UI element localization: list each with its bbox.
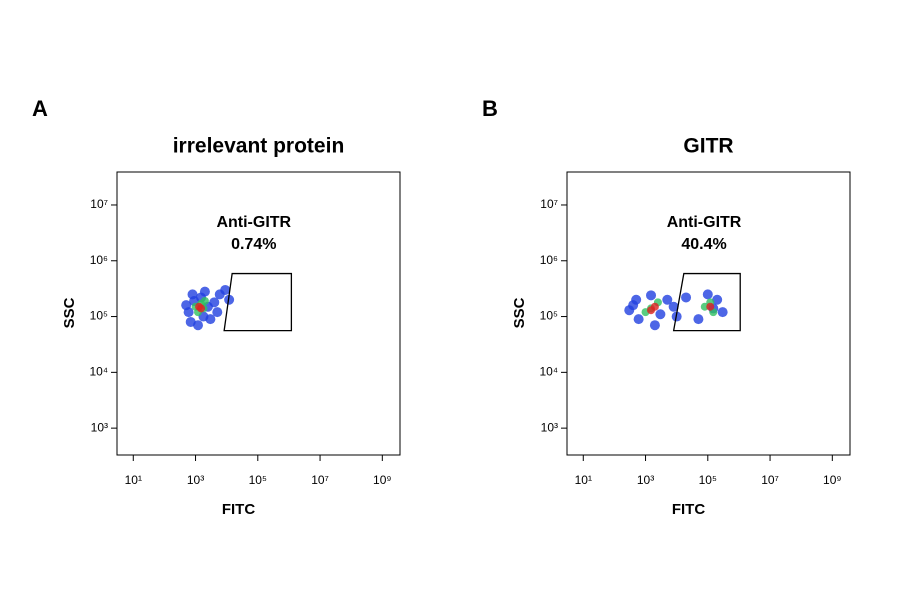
event-dot xyxy=(649,320,660,331)
event-dot xyxy=(209,297,220,308)
gate-name: Anti-GITR xyxy=(216,214,291,231)
event-dot xyxy=(700,302,709,311)
x-tick-label: 10⁵ xyxy=(699,473,717,487)
x-tick-label: 10⁷ xyxy=(311,473,329,487)
x-tick-label: 10¹ xyxy=(575,473,592,487)
y-tick-label: 10³ xyxy=(541,420,558,434)
chart-title: GITR xyxy=(683,135,733,158)
gate xyxy=(223,272,293,332)
event-dot xyxy=(655,309,666,320)
panel-label: A xyxy=(32,96,48,121)
y-axis-label: SSC xyxy=(61,297,78,328)
x-axis-label: FITC xyxy=(222,501,255,518)
chart-title: irrelevant protein xyxy=(173,135,345,158)
event-dot xyxy=(220,284,231,295)
y-tick-label: 10⁵ xyxy=(90,309,108,323)
x-tick-label: 10⁵ xyxy=(249,473,267,487)
event-dot xyxy=(681,292,692,303)
y-tick-label: 10⁴ xyxy=(539,365,558,379)
y-tick-label: 10³ xyxy=(91,420,108,434)
event-dot xyxy=(693,314,704,325)
gate xyxy=(672,272,741,332)
event-dot xyxy=(628,300,639,311)
plot-frame xyxy=(116,171,401,456)
panel-label: B xyxy=(482,96,498,121)
y-tick-label: 10⁶ xyxy=(90,253,108,267)
event-dot xyxy=(224,294,235,305)
x-tick-label: 10¹ xyxy=(125,473,142,487)
event-dot xyxy=(633,314,644,325)
gate-name: Anti-GITR xyxy=(667,214,742,231)
event-dot xyxy=(185,316,196,327)
x-tick-label: 10⁹ xyxy=(823,473,842,487)
y-tick-label: 10⁵ xyxy=(540,309,558,323)
x-tick-label: 10⁹ xyxy=(373,473,392,487)
event-dot xyxy=(668,301,679,312)
y-tick-label: 10⁴ xyxy=(89,365,108,379)
y-tick-label: 10⁶ xyxy=(540,253,558,267)
event-dot xyxy=(717,307,728,318)
event-dot xyxy=(706,302,715,311)
gate-percent: 0.74% xyxy=(231,236,276,253)
event-dot xyxy=(702,289,713,300)
y-tick-label: 10⁷ xyxy=(90,197,108,211)
event-dot xyxy=(199,286,210,297)
event-dot xyxy=(646,290,657,301)
event-dot xyxy=(712,294,723,305)
x-tick-label: 10⁷ xyxy=(761,473,779,487)
y-tick-label: 10⁷ xyxy=(540,197,558,211)
event-dot xyxy=(197,304,206,313)
x-tick-label: 10³ xyxy=(187,473,204,487)
event-dot xyxy=(647,306,656,315)
x-tick-label: 10³ xyxy=(637,473,654,487)
plot-frame xyxy=(566,171,851,456)
gate-percent: 40.4% xyxy=(681,236,726,253)
y-axis-label: SSC xyxy=(511,297,528,328)
event-dot xyxy=(662,294,673,305)
event-dot xyxy=(181,300,192,311)
event-dot xyxy=(200,297,209,306)
event-dot xyxy=(212,307,223,318)
x-axis-label: FITC xyxy=(672,501,705,518)
